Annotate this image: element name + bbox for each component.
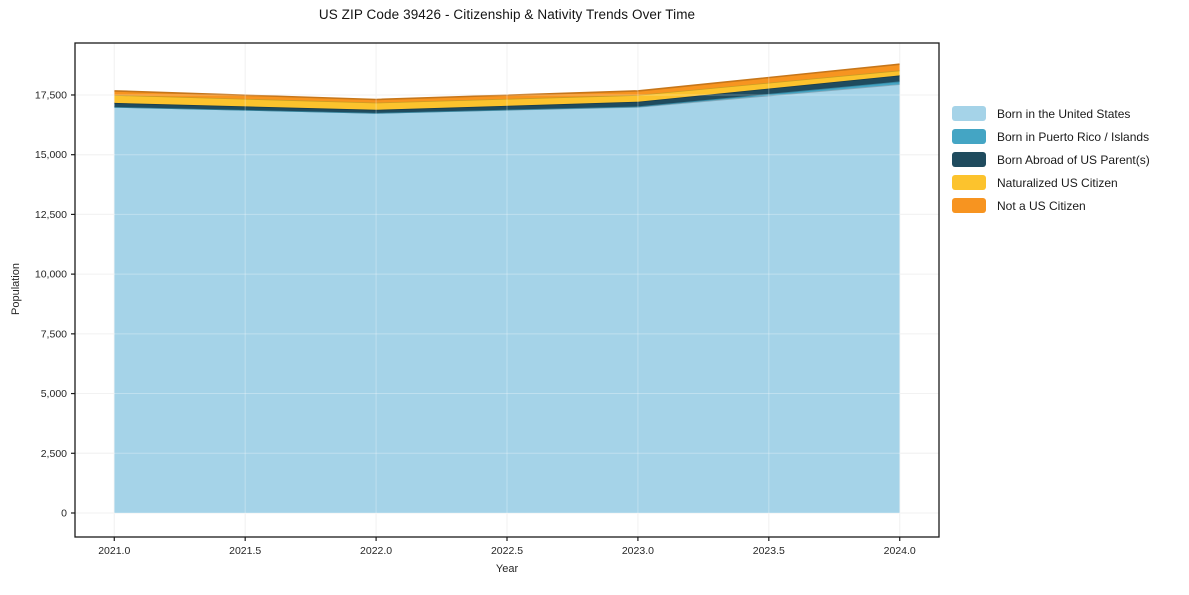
x-tick-label: 2024.0: [884, 545, 916, 557]
chart-title: US ZIP Code 39426 - Citizenship & Nativi…: [318, 7, 696, 22]
legend-swatch: [952, 106, 986, 121]
area-series-born-in-the-united-states: [114, 84, 900, 513]
legend-label: Born Abroad of US Parent(s): [997, 152, 1150, 167]
legend-item: Naturalized US Citizen: [952, 175, 1150, 190]
area-edge-not-a-us-citizen: [114, 63, 900, 101]
legend-item: Born in the United States: [952, 106, 1150, 121]
y-tick-label: 0: [61, 507, 67, 519]
y-axis-label: Population: [10, 263, 22, 315]
legend-swatch: [952, 129, 986, 144]
legend-label: Naturalized US Citizen: [997, 175, 1118, 190]
y-tick-label: 2,500: [41, 448, 67, 460]
area-series-born-abroad-of-us-parent-s: [114, 75, 900, 113]
legend-swatch: [952, 198, 986, 213]
legend-label: Born in the United States: [997, 106, 1131, 121]
y-tick-label: 5,000: [41, 388, 67, 400]
legend-label: Born in Puerto Rico / Islands: [997, 129, 1150, 144]
legend-swatch: [952, 152, 986, 167]
y-tick-label: 15,000: [35, 149, 67, 161]
legend-swatch: [952, 175, 986, 190]
y-tick-label: 7,500: [41, 328, 67, 340]
x-tick-label: 2021.0: [98, 545, 130, 557]
y-tick-label: 12,500: [35, 209, 67, 221]
y-tick-label: 17,500: [35, 89, 67, 101]
legend-label: Not a US Citizen: [997, 198, 1086, 213]
x-tick-label: 2022.0: [360, 545, 392, 557]
legend-item: Not a US Citizen: [952, 198, 1150, 213]
x-tick-label: 2022.5: [491, 545, 523, 557]
legend-item: Born Abroad of US Parent(s): [952, 152, 1150, 167]
y-tick-label: 10,000: [35, 269, 67, 281]
area-series-naturalized-us-citizen: [114, 70, 900, 110]
legend-item: Born in Puerto Rico / Islands: [952, 129, 1150, 144]
area-series-not-a-us-citizen: [114, 64, 900, 103]
x-tick-label: 2023.0: [622, 545, 654, 557]
x-tick-label: 2021.5: [229, 545, 261, 557]
x-tick-label: 2023.5: [753, 545, 785, 557]
chart-legend: Born in the United States Born in Puerto …: [952, 106, 1150, 221]
x-axis-label: Year: [495, 563, 519, 575]
